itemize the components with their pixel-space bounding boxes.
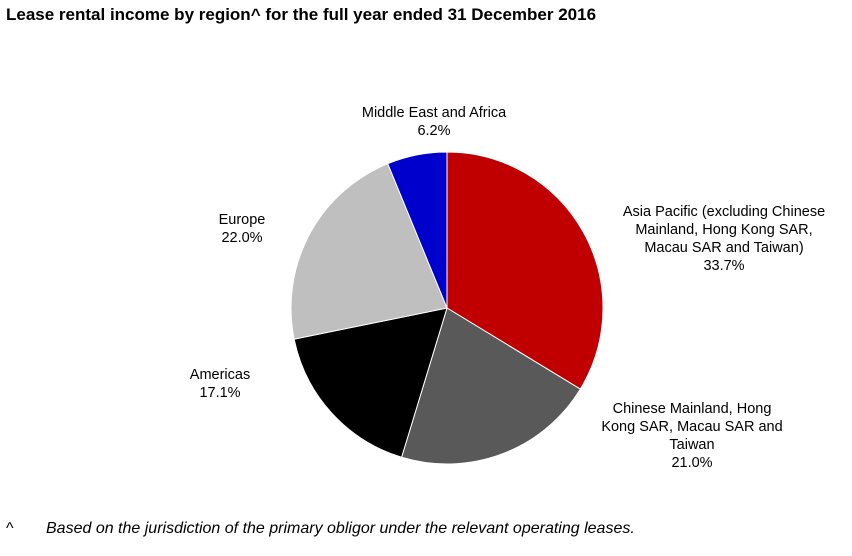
slice-label-apac-line-1: Asia Pacific (excluding Chinese	[622, 204, 826, 220]
pie-slice-europe	[290, 163, 448, 340]
slice-label-china-value: 21.0%	[671, 455, 713, 471]
slice-label-mea: Middle East and Africa 6.2%	[334, 104, 534, 140]
slice-label-europe-line-1: Europe	[218, 212, 266, 228]
slice-label-europe: Europe 22.0%	[187, 211, 297, 247]
pie-slice-china	[400, 307, 581, 465]
pie-slice-mea	[387, 151, 448, 309]
slice-label-americas: Americas 17.1%	[165, 366, 275, 402]
slice-label-mea-line-1: Middle East and Africa	[361, 105, 507, 121]
pie-slice-apac	[446, 151, 604, 390]
slice-label-china: Chinese Mainland, Hong Kong SAR, Macau S…	[584, 400, 800, 472]
footnote-marker: ^	[6, 520, 14, 537]
slice-label-china-line-1: Chinese Mainland, Hong	[612, 401, 772, 417]
slice-label-americas-value: 17.1%	[199, 385, 241, 401]
slice-label-apac-line-3: Macau SAR and Taiwan)	[644, 240, 804, 256]
footnote: ^ Based on the jurisdiction of the primar…	[6, 520, 635, 538]
slice-label-china-line-3: Taiwan	[669, 437, 715, 453]
slice-label-apac-value: 33.7%	[703, 258, 745, 274]
slice-label-mea-value: 6.2%	[417, 123, 451, 139]
footnote-text: Based on the jurisdiction of the primary…	[46, 520, 635, 537]
slice-label-americas-line-1: Americas	[189, 367, 251, 383]
pie-slice-americas	[293, 307, 448, 458]
slice-label-apac-line-2: Mainland, Hong Kong SAR,	[635, 222, 813, 238]
slice-label-china-line-2: Kong SAR, Macau SAR and	[601, 419, 783, 435]
pie-slices	[290, 151, 604, 465]
slice-label-apac: Asia Pacific (excluding Chinese Mainland…	[604, 203, 844, 275]
slice-label-europe-value: 22.0%	[221, 230, 263, 246]
chart-title: Lease rental income by region^ for the f…	[6, 5, 597, 24]
